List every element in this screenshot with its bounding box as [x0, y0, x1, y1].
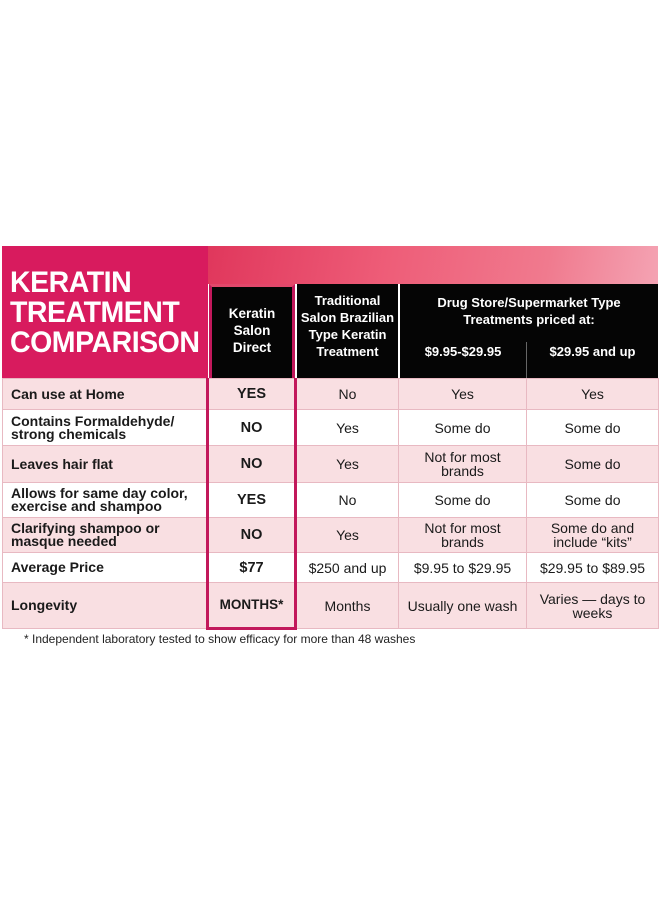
row-label: Allows for same day color, exercise and …	[2, 482, 208, 518]
cell-traditional: No	[295, 378, 399, 410]
gradient-band	[208, 246, 658, 284]
cell-drug-low: Yes	[398, 378, 527, 410]
chart-title: KERATIN TREATMENT COMPARISON	[2, 246, 208, 378]
cell-keratin-salon-direct: NO	[206, 409, 297, 446]
chart-header: KERATIN TREATMENT COMPARISON Keratin Sal…	[2, 246, 658, 378]
cell-traditional: Months	[295, 582, 399, 629]
row-label: Longevity	[2, 582, 208, 629]
cell-keratin-salon-direct: YES	[206, 378, 297, 410]
cell-drug-high: Some do	[526, 445, 659, 483]
cell-traditional: Yes	[295, 409, 399, 446]
table-row: Allows for same day color, exercise and …	[2, 482, 659, 518]
cell-drug-low: Some do	[398, 482, 527, 518]
comparison-table: Can use at Home YES No Yes Yes Contains …	[2, 378, 659, 630]
table-row: Clarifying shampoo or masque needed NO Y…	[2, 517, 659, 553]
cell-traditional: Yes	[295, 445, 399, 483]
cell-keratin-salon-direct: $77	[206, 552, 297, 583]
cell-traditional: $250 and up	[295, 552, 399, 583]
cell-drug-low: Not for most brands	[398, 445, 527, 483]
footnote: * Independent laboratory tested to show …	[24, 632, 416, 646]
cell-keratin-salon-direct: MONTHS*	[206, 582, 297, 630]
table-row: Longevity MONTHS* Months Usually one was…	[2, 582, 659, 630]
cell-drug-high: Some do and include “kits”	[526, 517, 659, 553]
column-header-traditional: Traditional Salon Brazilian Type Keratin…	[297, 284, 398, 378]
table-row: Can use at Home YES No Yes Yes	[2, 378, 659, 410]
cell-drug-high: Some do	[526, 409, 659, 446]
table-row: Average Price $77 $250 and up $9.95 to $…	[2, 552, 659, 583]
column-header-drug-store: Drug Store/Supermarket Type Treatments p…	[400, 284, 658, 378]
cell-traditional: No	[295, 482, 399, 518]
cell-drug-low: $9.95 to $29.95	[398, 552, 527, 583]
cell-drug-high: Yes	[526, 378, 659, 410]
column-header-price-high: $29.95 and up	[549, 344, 636, 359]
title-line: COMPARISON	[10, 326, 200, 359]
cell-traditional: Yes	[295, 517, 399, 553]
cell-drug-high: $29.95 to $89.95	[526, 552, 659, 583]
divider	[526, 342, 527, 378]
cell-keratin-salon-direct: NO	[206, 517, 297, 553]
cell-keratin-salon-direct: YES	[206, 482, 297, 518]
title-line: KERATIN	[10, 266, 132, 299]
row-label: Leaves hair flat	[2, 445, 208, 483]
row-label: Can use at Home	[2, 378, 208, 410]
comparison-chart: KERATIN TREATMENT COMPARISON Keratin Sal…	[2, 246, 659, 630]
row-label: Average Price	[2, 552, 208, 583]
row-label: Contains Formaldehyde/ strong chemicals	[2, 409, 208, 446]
title-line: TREATMENT	[10, 296, 180, 329]
cell-keratin-salon-direct: NO	[206, 445, 297, 483]
table-row: Leaves hair flat NO Yes Not for most bra…	[2, 445, 659, 483]
cell-drug-low: Usually one wash	[398, 582, 527, 629]
table-row: Contains Formaldehyde/ strong chemicals …	[2, 409, 659, 446]
column-header-keratin-salon-direct: Keratin Salon Direct	[209, 284, 295, 378]
row-label: Clarifying shampoo or masque needed	[2, 517, 208, 553]
column-header-price-low: $9.95-$29.95	[424, 344, 502, 359]
cell-drug-high: Some do	[526, 482, 659, 518]
cell-drug-high: Varies — days to weeks	[526, 582, 659, 629]
cell-drug-low: Some do	[398, 409, 527, 446]
cell-drug-low: Not for most brands	[398, 517, 527, 553]
